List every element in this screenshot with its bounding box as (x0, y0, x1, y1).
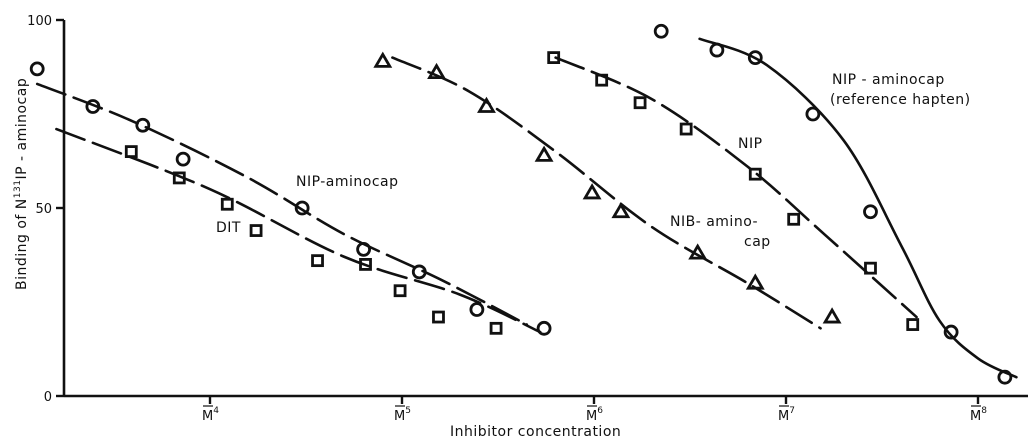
marker-nip-aminocap (85, 99, 101, 114)
y-axis-title: Binding of N131IP - aminocap (13, 78, 30, 290)
marker-nip-aminocap (294, 200, 310, 216)
marker-nip (864, 261, 877, 275)
marker-nip-aminocap (29, 61, 45, 77)
curve-nip-aminocap (35, 82, 529, 326)
marker-dit (124, 145, 138, 159)
x-tick-label: M7 (778, 406, 795, 424)
marker-nip-aminocap (135, 117, 151, 133)
x-ticks: M4 M5 M6 M7 M8 (202, 396, 987, 424)
series-label-nib-aminocap-line1: NIB- amino- (670, 214, 758, 230)
marker-nib-aminocap (477, 96, 496, 113)
marker-nip-aminocap-ref (863, 204, 878, 220)
y-tick-label: 100 (27, 14, 52, 29)
marker-dit (489, 321, 503, 335)
marker-nip (748, 167, 762, 181)
marker-dit (249, 224, 263, 237)
marker-nip-aminocap (411, 264, 427, 280)
marker-nip (679, 122, 693, 136)
marker-nip-aminocap (469, 302, 485, 317)
y-axis-title-prefix: Binding of N (14, 198, 30, 290)
marker-nip-aminocap-ref (653, 23, 669, 39)
x-tick-label: M5 (394, 406, 411, 424)
marker-dit (393, 284, 407, 298)
x-tick-label: M6 (586, 406, 603, 424)
x-tick-label: M4 (202, 406, 219, 424)
curve-dit (55, 127, 542, 334)
marker-nib-aminocap (688, 243, 708, 260)
marker-dit (172, 171, 186, 185)
series-label-nib-aminocap-line2: cap (744, 234, 771, 250)
y-tick-label: 50 (35, 202, 52, 217)
series-label-reference-line2: (reference hapten) (830, 92, 971, 108)
y-ticks: 0 50 100 (27, 14, 64, 405)
marker-nip-aminocap-ref (709, 42, 725, 58)
markers (29, 23, 1013, 385)
marker-nip (633, 96, 647, 110)
marker-nip-aminocap-ref (943, 324, 959, 340)
y-axis-title-suffix: IP - aminocap (14, 78, 30, 180)
marker-nip (547, 51, 561, 64)
marker-dit (359, 257, 372, 271)
marker-nip (787, 212, 801, 226)
marker-nip-aminocap-ref (805, 106, 821, 122)
marker-nib-aminocap (534, 145, 554, 162)
marker-nip-aminocap (356, 241, 372, 257)
curve-nib-aminocap (391, 56, 822, 330)
marker-nip-aminocap-ref (747, 50, 763, 65)
series-label-nip-aminocap: NIP-aminocap (296, 174, 399, 190)
marker-dit (220, 197, 234, 211)
marker-nib-aminocap (582, 183, 602, 200)
marker-nib-aminocap (745, 273, 765, 290)
marker-nib-aminocap (822, 307, 842, 324)
marker-dit (311, 254, 324, 268)
marker-nip (906, 318, 920, 331)
series-label-reference-line1: NIP - aminocap (832, 72, 945, 88)
series-label-nip: NIP (738, 136, 763, 152)
series-label-dit: DIT (216, 220, 241, 236)
curves (35, 37, 1018, 379)
y-axis-title-sup: 131 (13, 180, 23, 199)
x-tick-label: M8 (970, 406, 987, 424)
marker-dit (432, 310, 445, 324)
marker-nib-aminocap (427, 62, 446, 80)
marker-nip (595, 73, 609, 87)
marker-nip-aminocap (536, 320, 552, 336)
marker-nib-aminocap (611, 201, 631, 219)
x-axis-title: Inhibitor concentration (450, 424, 621, 440)
marker-nib-aminocap (373, 51, 393, 68)
curve-nip (554, 56, 918, 319)
y-tick-label: 0 (44, 390, 52, 405)
marker-nip-aminocap-ref (997, 369, 1013, 385)
curve-nip-aminocap-ref (698, 37, 1018, 379)
marker-nip-aminocap (175, 151, 191, 167)
